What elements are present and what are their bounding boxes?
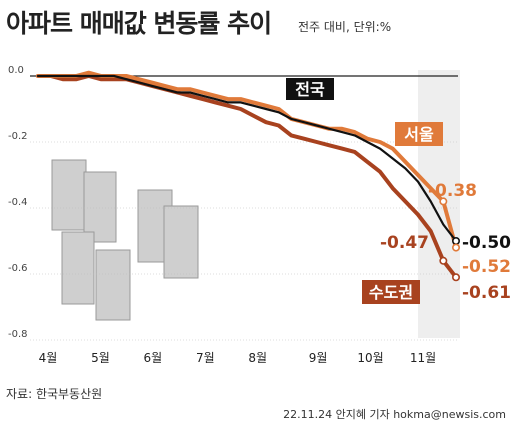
- seoul-point-label: -0.38: [428, 181, 477, 201]
- x-month-label: 11월: [410, 351, 436, 365]
- capital-end-label: -0.61: [462, 283, 511, 303]
- shaded-november-band: [418, 70, 460, 338]
- x-month-label: 6월: [144, 351, 163, 365]
- legend-label-capital: 수도권: [369, 283, 413, 302]
- legend-tag-capital: 수도권: [362, 280, 420, 304]
- y-tick-label: -0.6: [8, 263, 28, 274]
- legend-tag-seoul: 서울: [395, 122, 443, 146]
- y-tick-labels: 0.0 -0.2 -0.4 -0.6 -0.8: [8, 65, 28, 340]
- capital-point-label: -0.47: [380, 233, 429, 253]
- series-line: [36, 74, 458, 280]
- x-month-label: 9월: [309, 351, 328, 365]
- building-icon: [163, 205, 199, 279]
- x-month-label: 7월: [196, 351, 215, 365]
- legend-tag-nationwide: 전국: [286, 78, 334, 100]
- end-point: [451, 243, 460, 252]
- building-icon: [95, 249, 131, 321]
- end-point: [451, 237, 460, 246]
- building-icon: [61, 231, 95, 305]
- x-month-label: 5월: [91, 351, 110, 365]
- nationwide-end-label: -0.50: [462, 233, 511, 253]
- y-tick-label: -0.4: [8, 197, 28, 208]
- credit-note: 22.11.24 안지혜 기자 hokma@newsis.com: [283, 408, 506, 421]
- end-point: [451, 273, 460, 282]
- series-line: [36, 74, 458, 243]
- source-note: 자료: 한국부동산원: [6, 387, 103, 401]
- apartment-illustration: [51, 159, 199, 321]
- legend-label-nationwide: 전국: [295, 80, 325, 99]
- building-icon: [83, 171, 117, 243]
- seoul-end-label: -0.52: [462, 257, 511, 277]
- legend-label-seoul: 서울: [404, 125, 434, 144]
- unit-note: 전주 대비, 단위:%: [298, 20, 392, 34]
- highlight-point: [439, 256, 448, 265]
- x-month-label: 8월: [248, 351, 267, 365]
- y-tick-label: -0.2: [8, 131, 28, 142]
- highlight-point: [439, 197, 448, 206]
- highlight-points: [439, 197, 460, 282]
- chart-title: 아파트 매매값 변동률 추이: [6, 9, 272, 38]
- y-tick-label: -0.8: [8, 329, 28, 340]
- y-tick-label: 0.0: [8, 65, 24, 76]
- building-icon: [51, 159, 87, 231]
- x-month-labels: 4월 5월 6월 7월 8월 9월 10월 11월: [39, 351, 437, 365]
- x-month-label: 4월: [39, 351, 58, 365]
- series-lines: [36, 70, 458, 280]
- x-month-label: 10월: [357, 351, 383, 365]
